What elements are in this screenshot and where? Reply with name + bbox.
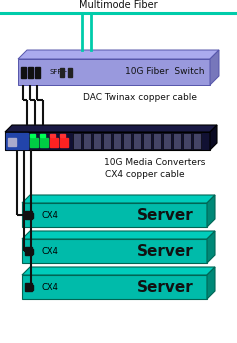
Bar [60,134,65,137]
Polygon shape [5,132,210,150]
Polygon shape [22,267,215,275]
Bar [40,134,45,137]
Text: SFP+: SFP+ [50,69,68,75]
Polygon shape [22,231,215,239]
Text: CX4: CX4 [41,211,59,220]
Polygon shape [207,195,215,227]
Bar [40,138,48,147]
Polygon shape [22,195,215,203]
Bar [25,247,32,255]
Bar [28,285,33,290]
Text: CX4: CX4 [41,247,59,256]
Polygon shape [18,50,219,59]
Text: CX4 copper cable: CX4 copper cable [105,170,185,179]
Text: Multimode Fiber: Multimode Fiber [79,0,157,10]
Polygon shape [210,50,219,85]
Text: 10G Fiber  Switch: 10G Fiber Switch [126,68,205,76]
Text: Server: Server [137,280,193,295]
Bar [103,133,111,149]
Text: DAC Twinax copper cable: DAC Twinax copper cable [83,94,197,103]
Bar [68,68,72,77]
Bar [35,67,40,78]
Bar [50,134,55,137]
Polygon shape [210,125,217,150]
Polygon shape [22,203,207,227]
Bar [60,68,64,77]
Text: Server: Server [137,208,193,223]
Polygon shape [5,125,217,132]
Bar [25,283,32,291]
Bar [28,249,33,254]
Bar [30,138,38,147]
Polygon shape [22,239,207,263]
Bar [183,133,191,149]
Text: Server: Server [137,244,193,259]
Bar [30,134,35,137]
Bar [123,133,131,149]
Bar [50,138,58,147]
Bar [163,133,171,149]
Bar [28,213,33,218]
Bar [93,133,101,149]
Bar [8,138,16,146]
Bar [21,67,26,78]
Bar [153,133,161,149]
Bar [133,133,141,149]
Bar [60,138,68,147]
Polygon shape [207,231,215,263]
Bar [143,133,151,149]
Bar [28,67,33,78]
Polygon shape [22,275,207,299]
Bar [73,133,81,149]
Bar [113,133,121,149]
Text: 10G Media Converters: 10G Media Converters [104,158,206,167]
Bar [83,133,91,149]
Polygon shape [207,267,215,299]
Polygon shape [18,59,210,85]
Bar [6,133,28,149]
Bar [173,133,181,149]
Text: CX4: CX4 [41,283,59,292]
Bar [25,211,32,219]
Bar [193,133,201,149]
